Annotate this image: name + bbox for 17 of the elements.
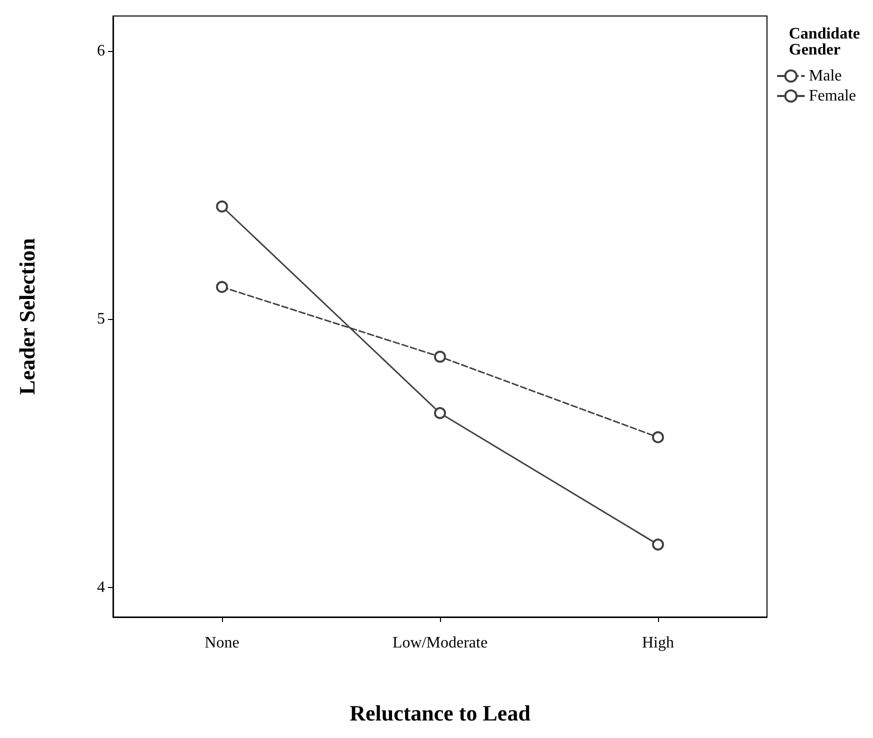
- x-tick-label: Low/Moderate: [392, 634, 488, 652]
- point: [216, 200, 228, 212]
- point: [216, 280, 228, 293]
- point: [434, 350, 446, 363]
- y-tick-label: 6: [97, 42, 105, 60]
- legend-label: Female: [808, 88, 856, 104]
- x-tick-label: High: [642, 634, 674, 652]
- y-tick-label: 4: [97, 578, 105, 596]
- y-axis-title: Leader Selection: [14, 238, 40, 395]
- point: [434, 407, 446, 420]
- point: [652, 538, 664, 551]
- point: [652, 431, 664, 444]
- x-tick-label: None: [204, 634, 240, 652]
- y-tick-label: 5: [97, 310, 105, 328]
- legend-title: Candidate Gender: [788, 26, 860, 58]
- legend-label: Male: [808, 68, 842, 84]
- x-axis-title: Reluctance to Lead: [350, 700, 530, 726]
